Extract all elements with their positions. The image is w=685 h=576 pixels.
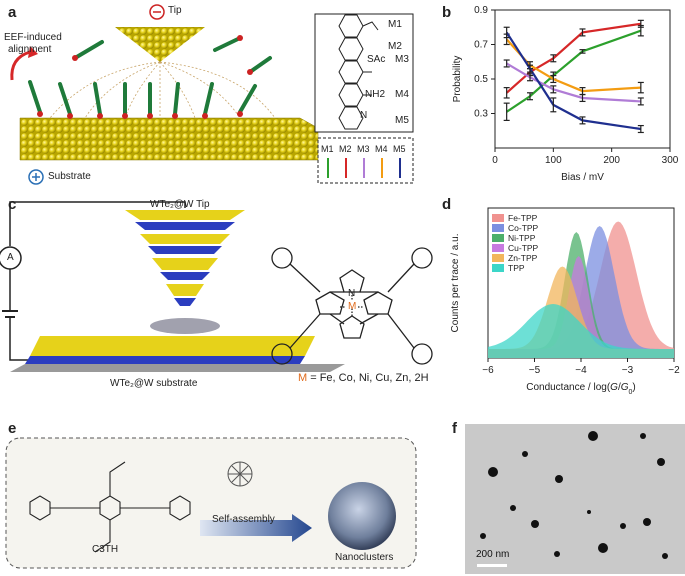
legend-swatch-Cu-TPP [492,244,504,252]
molecule-m4-group: NH2 [365,89,386,100]
legend-m3: M3 [357,144,370,154]
peak-Fe-TPP [488,221,674,358]
substrate-label: Substrate [48,171,91,182]
x-tick-label: 0 [492,155,498,166]
eef-label-1: EEF-induced [4,32,62,43]
x-axis-label-part: / [618,382,621,393]
legend-m5: M5 [393,144,406,154]
molecule-m1-label: M1 [388,19,402,30]
probability-chart: 0 100 200 300 0.3 0.5 0.7 0.9 Bias / mV Probabili… [452,5,679,183]
tip-c-label: WTe₂@W Tip [150,199,210,210]
molecule-m3-label: M3 [395,54,409,65]
panel-e-figure [5,437,417,569]
x-tick-label: −6 [482,365,494,376]
metal-list-m: M [298,372,308,384]
legend-swatch-TPP [492,264,504,272]
molecule-m5-group: N [360,110,368,121]
panel-a-figure [10,4,414,185]
panel-c-letter: c [8,196,17,213]
eef-label-2: alignment [8,44,52,55]
legend-label-Zn-TPP: Zn-TPP [508,253,538,263]
x-tick-label: −4 [575,365,587,376]
x-tick-label: −3 [622,365,634,376]
x-axis-label-part: Conductance / log( [526,382,611,393]
y-axis-label: Probability [452,56,463,103]
legend-m1: M1 [321,144,334,154]
metal-list: M = Fe, Co, Ni, Cu, Zn, 2H [298,372,429,384]
molecule-m5-label: M5 [395,115,409,126]
legend-label-Cu-TPP: Cu-TPP [508,243,539,253]
legend-label-Fe-TPP: Fe-TPP [508,213,538,223]
y-tick-label: 0.9 [474,5,488,16]
x-axis-label: Conductance / log(G/G0) [526,382,636,396]
y-tick-label: 0.5 [474,74,488,85]
legend-m2: M2 [339,144,352,154]
panel-b-letter: b [442,4,452,21]
atom-n-label: N [348,288,356,299]
metal-list-values: = Fe, Co, Ni, Cu, Zn, 2H [310,372,429,384]
legend-label-Ni-TPP: Ni-TPP [508,233,536,243]
self-assembly-label: Self-assembly [212,514,275,525]
legend-swatch-Co-TPP [492,224,504,232]
x-axis-label-part: ) [632,382,635,393]
molecule-m3-group: SAc [367,54,386,65]
tem-image [465,424,685,574]
y-tick-label: 0.3 [474,109,488,120]
scale-bar-label: 200 nm [476,549,510,560]
series-line-M3 [506,62,641,103]
legend-m4: M4 [375,144,388,154]
x-tick-label: −2 [668,365,680,376]
x-tick-label: 200 [603,155,620,166]
x-axis-label-part: 0 [629,389,633,396]
x-axis-label: Bias / mV [561,172,604,183]
panel-c-figure [0,201,433,372]
x-tick-label: 300 [662,155,679,166]
substrate-c-label: WTe₂@W substrate [110,378,198,389]
legend-swatch-Fe-TPP [492,214,504,222]
nanoclusters-label: Nanoclusters [335,552,394,563]
panel-e-letter: e [8,420,17,437]
peak-TPP [488,304,674,358]
legend-swatch-Zn-TPP [492,254,504,262]
x-axis-label-part: G [610,382,618,393]
molecule-m2-label: M2 [388,41,402,52]
y-axis-label: Counts per trace / a.u. [450,234,461,333]
x-axis-label-part: G [621,382,629,393]
c3th-label: C3TH [92,544,119,555]
peak-Cu-TPP [488,256,674,358]
molecule-m4-label: M4 [395,89,409,100]
ammeter-label: A [7,252,14,263]
tip-label: Tip [168,5,182,16]
x-tick-label: 100 [545,155,562,166]
legend-label-TPP: TPP [508,263,525,273]
metal-center-label: M [348,301,357,312]
x-tick-label: −5 [529,365,541,376]
panel-a-letter: a [8,4,17,21]
y-tick-label: 0.7 [474,40,488,51]
panel-d-letter: d [442,196,452,213]
series-line-M5 [505,31,641,131]
legend-label-Co-TPP: Co-TPP [508,223,539,233]
legend-swatch-Ni-TPP [492,234,504,242]
panel-f-letter: f [452,420,457,437]
